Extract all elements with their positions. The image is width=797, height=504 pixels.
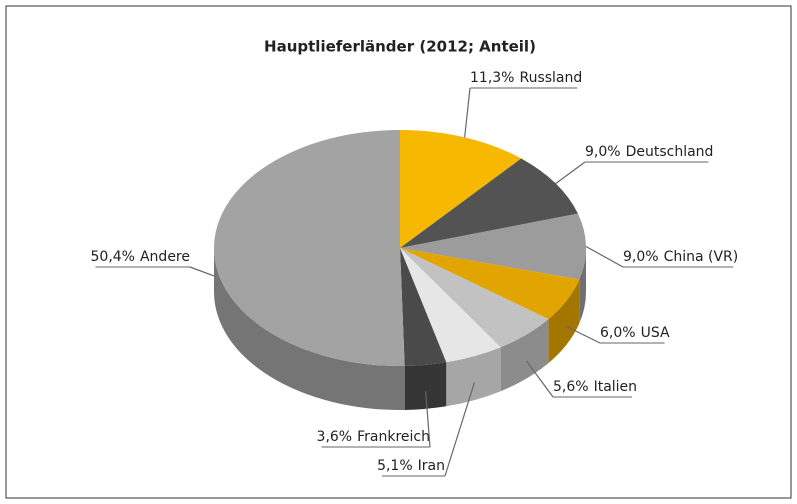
leader-line: [189, 266, 215, 277]
value-label: 5,6%: [553, 379, 589, 395]
pie-slice: [400, 248, 447, 366]
category-label: China (VR): [664, 249, 739, 265]
leader-line: [566, 326, 601, 344]
pie-slice: [400, 248, 549, 348]
pie-slice: [400, 130, 522, 248]
leader-line: [464, 87, 471, 138]
data-label: 50,4% Andere: [91, 249, 191, 265]
pie-side: [548, 279, 580, 364]
category-label: USA: [641, 325, 670, 341]
value-label: 50,4%: [91, 249, 135, 265]
pie-slice: [213, 130, 405, 366]
data-label: 5,1% Iran: [377, 458, 445, 474]
pie-side: [404, 362, 447, 410]
pie-side: [214, 248, 405, 410]
chart-title: Hauptlieferländer (2012; Anteil): [264, 38, 536, 56]
pie-side: [579, 248, 586, 324]
leader-line: [444, 382, 475, 477]
pie-slice: [400, 248, 501, 363]
data-label: 9,0% China (VR): [623, 249, 738, 265]
leader-line: [585, 245, 624, 268]
pie-slice: [400, 213, 586, 280]
data-label: 11,3% Russland: [470, 70, 582, 86]
value-label: 6,0%: [600, 325, 636, 341]
leader-line: [525, 360, 554, 398]
category-label: Iran: [418, 458, 445, 474]
value-label: 9,0%: [623, 249, 659, 265]
value-label: 9,0%: [585, 144, 621, 160]
data-label: 9,0% Deutschland: [585, 144, 713, 160]
data-label: 6,0% USA: [600, 325, 670, 341]
pie-slice: [400, 158, 578, 248]
category-label: Andere: [140, 249, 190, 265]
value-label: 5,1%: [377, 458, 413, 474]
leader-line: [555, 161, 586, 185]
value-label: 3,6%: [317, 429, 353, 445]
category-label: Russland: [519, 70, 582, 86]
category-label: Deutschland: [626, 144, 714, 160]
data-label: 3,6% Frankreich: [317, 429, 430, 445]
data-label: 5,6% Italien: [553, 379, 637, 395]
leader-line: [425, 391, 431, 448]
category-label: Italien: [594, 379, 637, 395]
value-label: 11,3%: [470, 70, 514, 86]
pie-slice: [400, 248, 580, 320]
pie-side: [500, 319, 549, 392]
category-label: Frankreich: [357, 429, 430, 445]
pie-side: [446, 347, 501, 407]
